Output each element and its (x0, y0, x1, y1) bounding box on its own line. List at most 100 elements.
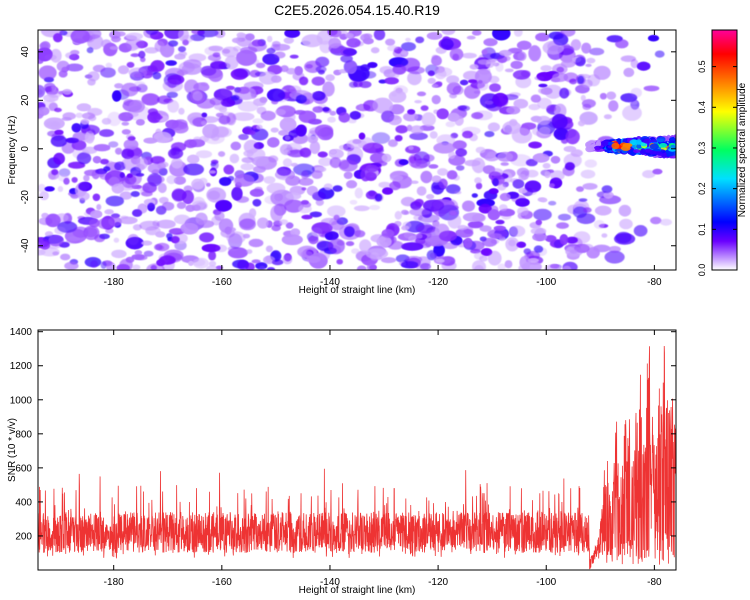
heatmap-cell (527, 258, 540, 263)
heatmap-cell (115, 147, 123, 155)
heatmap-cell (210, 61, 227, 70)
heatmap-cell (469, 64, 479, 70)
heatmap-cell (343, 171, 353, 179)
heatmap-cell (329, 157, 342, 169)
heatmap-cell (431, 95, 441, 105)
heatmap-cell (267, 137, 280, 148)
heatmap-cell (389, 104, 405, 115)
heatmap-cell (359, 81, 372, 88)
signal-cell (594, 147, 601, 151)
heatmap-cell (83, 174, 90, 182)
heatmap-cell (76, 152, 92, 165)
heatmap-cell (147, 111, 161, 123)
snr-y-tick-label: 1000 (10, 395, 33, 406)
heatmap-cell (143, 250, 154, 257)
spectrogram-frame (37, 29, 677, 271)
heatmap-cell (248, 238, 264, 248)
heatmap-cell (53, 152, 65, 165)
heatmap-cell (497, 152, 514, 162)
heatmap-cell (230, 94, 240, 101)
heatmap-cell (429, 131, 438, 139)
heatmap-cell (223, 164, 234, 175)
heatmap-cell (251, 128, 269, 141)
heatmap-cell (93, 144, 111, 152)
heatmap-cell (449, 210, 458, 216)
heatmap-cell (618, 204, 632, 217)
snr-y-tick-label: 800 (15, 429, 32, 440)
heatmap-cell (241, 157, 255, 164)
heatmap-cell (125, 256, 135, 263)
heatmap-cell (294, 66, 303, 76)
spectrogram-y-label: Frequency (Hz) (7, 116, 18, 185)
heatmap-cell (329, 111, 337, 116)
heatmap-cell (251, 39, 263, 47)
heatmap-cell (206, 265, 219, 270)
heatmap-cell (446, 82, 462, 95)
heatmap-cell (141, 190, 153, 197)
heatmap-cell (99, 233, 110, 239)
heatmap-cell (131, 184, 142, 189)
spectrogram-y-axis: -40 -20 0 20 40 (20, 46, 676, 253)
heatmap-cell (540, 65, 552, 72)
heatmap-cell (384, 77, 399, 85)
heatmap-cell (271, 259, 284, 266)
snr-y-tick-label: 1400 (10, 327, 33, 338)
heatmap-cell (603, 114, 612, 120)
heatmap-cell (57, 186, 64, 192)
heatmap-cell (208, 260, 217, 267)
heatmap-cell (71, 123, 82, 133)
heatmap-cell (114, 83, 124, 89)
heatmap-cell (136, 119, 145, 126)
heatmap-cell (586, 247, 600, 259)
heatmap-cell (311, 76, 325, 86)
heatmap-cell (488, 171, 502, 181)
snr-x-tick-label: -140 (320, 577, 340, 588)
signal-cell (640, 148, 646, 156)
heatmap-cell (366, 263, 377, 270)
heatmap-cell (512, 179, 525, 189)
signal-cell (601, 140, 609, 147)
heatmap-cell (346, 180, 357, 189)
heatmap-cell (115, 31, 126, 37)
heatmap-cell (185, 204, 195, 212)
heatmap-cell (538, 83, 548, 88)
heatmap-cell (266, 47, 276, 55)
heatmap-cell (84, 257, 102, 268)
heatmap-cell (558, 213, 571, 221)
heatmap-cell (338, 112, 351, 123)
heatmap-cell (530, 94, 542, 103)
heatmap-cell (382, 187, 393, 195)
heatmap-cell (359, 239, 372, 253)
heatmap-cell (481, 49, 488, 55)
heatmap-cell (192, 258, 206, 267)
heatmap-cell (38, 84, 46, 98)
heatmap-cell (439, 230, 457, 242)
heatmap-cell (332, 185, 343, 192)
heatmap-cell (108, 141, 119, 148)
heatmap-cell (209, 170, 216, 174)
heatmap-cell (52, 251, 60, 256)
heatmap-cell (180, 222, 199, 235)
heatmap-cell (65, 137, 79, 144)
heatmap-cell (270, 205, 284, 222)
heatmap-cell (295, 124, 307, 137)
heatmap-cell (226, 231, 246, 244)
heatmap-cell (193, 82, 210, 92)
heatmap-cell (437, 168, 449, 176)
spectrogram-x-tick-label: -100 (536, 277, 556, 288)
heatmap-cell (138, 50, 146, 59)
heatmap-cell (474, 68, 492, 85)
spectrogram-x-tick-label: -80 (647, 277, 662, 288)
heatmap-cell (221, 98, 235, 107)
heatmap-cell (513, 70, 530, 80)
heatmap-cell (570, 149, 583, 157)
heatmap-cell (566, 236, 578, 244)
heatmap-cell (354, 230, 366, 238)
heatmap-cell (174, 176, 186, 185)
heatmap-cell (126, 173, 133, 178)
heatmap-cell (104, 209, 114, 215)
heatmap-cell (311, 170, 323, 179)
heatmap-cell (76, 103, 91, 112)
heatmap-cell (39, 218, 47, 223)
heatmap-cell (535, 219, 542, 226)
